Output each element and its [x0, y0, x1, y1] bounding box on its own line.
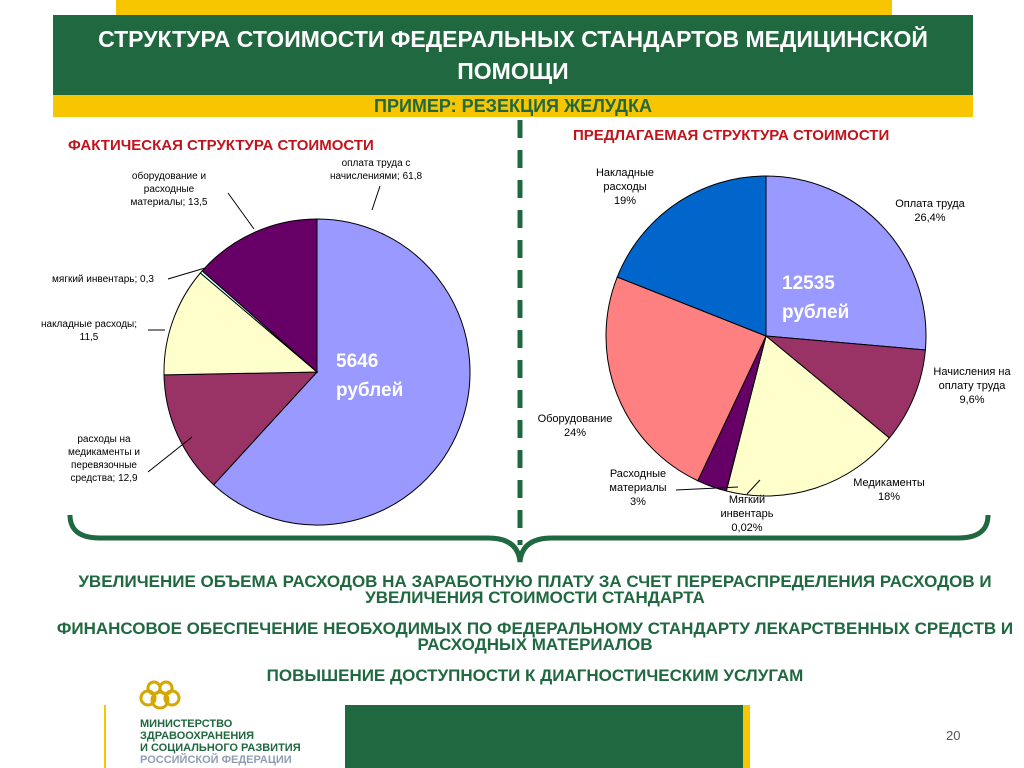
right-leader-line	[675, 486, 739, 491]
left-pie-chart	[163, 218, 471, 526]
footer-rule	[104, 705, 106, 768]
right-slice-оборудование	[605, 276, 767, 482]
chart-labels: оплата труда с начислениями; 61,8 расходы …	[41, 158, 1011, 534]
slide-title: СТРУКТУРА СТОИМОСТИ ФЕДЕРАЛЬНЫХ СТАНДАРТ…	[98, 26, 928, 84]
left-data-label: оплата труда с начислениями; 61,8	[330, 158, 422, 182]
left-total-label: рублей	[336, 380, 403, 401]
right-chart-title: ПРЕДЛАГАЕМАЯ СТРУКТУРА СТОИМОСТИ	[573, 127, 890, 144]
conclusion-1: УВЕЛИЧЕНИЕ ОБЪЕМА РАСХОДОВ НА ЗАРАБОТНУЮ…	[78, 572, 992, 607]
right-data-label: Мягкий инвентарь 0,02%	[720, 494, 773, 534]
right-data-label: Расходные материалы 3%	[609, 468, 666, 508]
left-data-label: расходы на медикаменты и перевязочные средс…	[68, 434, 140, 484]
left-data-label: накладные расходы; 11,5	[41, 319, 137, 343]
right-leader-line	[746, 479, 761, 495]
right-total-label: 12535	[782, 273, 835, 294]
slide-title-bar: СТРУКТУРА СТОИМОСТИ ФЕДЕРАЛЬНЫХ СТАНДАРТ…	[53, 15, 973, 95]
conclusion-3: ПОВЫШЕНИЕ ДОСТУПНОСТИ К ДИАГНОСТИЧЕСКИМ …	[266, 666, 804, 685]
page-number: 20	[946, 728, 961, 743]
left-leader-line	[147, 436, 193, 473]
right-data-label: Накладные расходы 19%	[596, 167, 654, 207]
conclusion-2: ФИНАНСОВОЕ ОБЕСПЕЧЕНИЕ НЕОБХОДИМЫХ ПО ФЕ…	[56, 619, 1014, 654]
right-data-label: Оборудование 24%	[538, 413, 613, 439]
summary-brace	[67, 514, 991, 563]
right-data-label: Оплата труда 26,4%	[895, 198, 965, 224]
right-slice-оплата-труда	[765, 175, 927, 351]
footer-green-block	[345, 705, 743, 768]
left-total-label: 5646	[336, 351, 378, 372]
left-slice-оплата-труда-с-начислениями	[212, 218, 471, 526]
left-chart-title: ФАКТИЧЕСКАЯ СТРУКТУРА СТОИМОСТИ	[68, 137, 374, 154]
right-total-label: рублей	[782, 302, 849, 323]
left-leader-line	[167, 267, 206, 280]
footer-gold-block	[743, 705, 750, 768]
right-data-label: Начисления на оплату труда 9,6%	[933, 366, 1011, 406]
left-leader-line	[227, 192, 255, 230]
ministry-emblem-icon	[139, 680, 181, 710]
right-data-label: Медикаменты 18%	[853, 477, 925, 503]
right-slice-накладные-расходы	[616, 175, 767, 337]
left-data-label: мягкий инвентарь; 0,3	[52, 274, 154, 285]
slide-subtitle: ПРИМЕР: РЕЗЕКЦИЯ ЖЕЛУДКА	[53, 95, 973, 117]
right-slice-медикаменты	[725, 335, 891, 497]
left-slice-оборудование-и-расходные-материалы	[201, 218, 318, 374]
right-slice-начисления-на-оплату-труда	[764, 335, 926, 439]
right-pie-chart	[605, 175, 927, 497]
ministry-name: МИНИСТЕРСТВО ЗДРАВООХРАНЕНИЯ И СОЦИАЛЬНО…	[140, 718, 301, 766]
left-slice-расходы-на-медикаменты-и-перевязочные-средства	[163, 371, 319, 486]
left-leader-line	[371, 185, 381, 211]
left-data-label: оборудование и расходные материалы; 13,5	[131, 170, 208, 208]
top-gold-strip	[116, 0, 892, 15]
left-slice-накладные-расходы	[163, 272, 319, 376]
